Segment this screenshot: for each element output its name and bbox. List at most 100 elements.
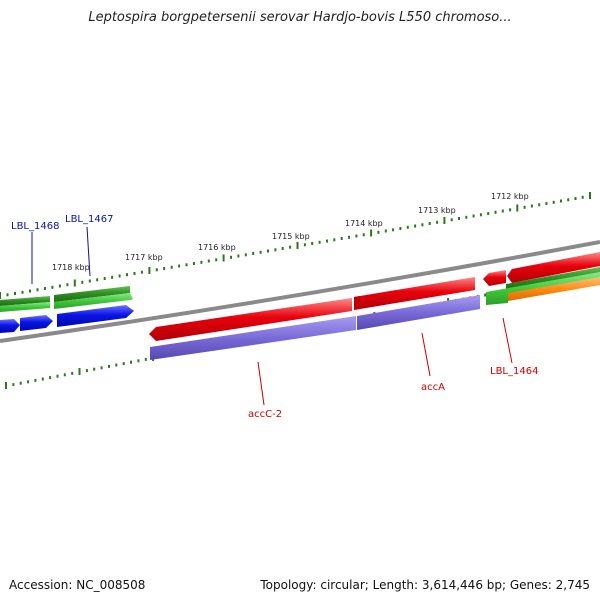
lower-tick-8 — [63, 373, 66, 377]
gene-red-right[interactable] — [507, 252, 600, 283]
lower-tick-2 — [19, 381, 22, 385]
upper-tick-4 — [29, 289, 31, 293]
leader-lbl-1464 — [502, 317, 513, 364]
lower-tick-0 — [5, 382, 7, 389]
upper-tick-30 — [222, 254, 225, 262]
gene-purple-acca[interactable] — [357, 295, 480, 330]
tick-label-1717: 1717 kbp — [125, 253, 163, 262]
upper-tick-73 — [538, 203, 541, 207]
gene-lbl-1467[interactable] — [54, 286, 133, 309]
lower-tick-4 — [34, 378, 37, 382]
upper-tick-7 — [51, 285, 54, 289]
label-lbl-1467[interactable]: LBL_1467 — [65, 214, 113, 225]
lower-tick-18 — [137, 359, 140, 363]
chromosome-backbone — [0, 240, 600, 343]
upper-tick-27 — [200, 260, 203, 264]
upper-tick-39 — [289, 245, 292, 249]
upper-tick-42 — [311, 242, 314, 245]
upper-tick-31 — [230, 255, 232, 259]
upper-tick-78 — [574, 197, 577, 200]
leader-acca — [421, 332, 431, 377]
upper-tick-13 — [96, 278, 99, 282]
gene-blue-3[interactable] — [57, 305, 134, 327]
gene-red-small[interactable] — [483, 270, 506, 286]
gene-blue-2[interactable] — [20, 315, 53, 331]
upper-tick-55 — [406, 225, 409, 229]
topology-text: Topology: circular; Length: 3,614,446 bp… — [260, 578, 590, 592]
upper-tick-25 — [185, 263, 188, 267]
gene-accc-2[interactable] — [149, 298, 352, 341]
upper-tick-9 — [66, 283, 69, 287]
upper-tick-66 — [487, 212, 490, 215]
lower-tick-16 — [122, 362, 125, 366]
lower-tick-12 — [93, 367, 96, 371]
upper-tick-18 — [133, 272, 136, 275]
gene-purple-accc[interactable] — [150, 316, 356, 360]
upper-tick-52 — [384, 229, 387, 233]
upper-tick-38 — [281, 247, 284, 250]
upper-tick-8 — [58, 284, 61, 288]
lower-tick-15 — [115, 363, 118, 367]
upper-tick-16 — [118, 274, 121, 278]
upper-tick-14 — [103, 277, 106, 280]
leader-lbl-1467 — [86, 226, 91, 277]
upper-tick-58 — [428, 222, 431, 225]
upper-tick-79 — [581, 195, 584, 199]
upper-tick-19 — [140, 270, 143, 274]
upper-tick-32 — [237, 254, 240, 258]
upper-tick-21 — [155, 268, 158, 272]
lower-tick-65 — [484, 293, 487, 297]
lower-tick-5 — [41, 377, 44, 381]
gene-blue-1[interactable] — [0, 319, 20, 333]
upper-tick-47 — [348, 235, 350, 239]
upper-tick-43 — [318, 240, 321, 244]
upper-tick-10 — [73, 279, 76, 287]
label-accc-2[interactable]: accC-2 — [248, 409, 282, 420]
upper-tick-22 — [163, 267, 166, 270]
upper-tick-track — [0, 192, 591, 299]
label-lbl-1468[interactable]: LBL_1468 — [11, 221, 59, 232]
upper-tick-36 — [267, 249, 269, 253]
upper-tick-44 — [326, 239, 328, 243]
upper-tick-17 — [126, 273, 128, 277]
gene-orange-right[interactable] — [508, 277, 600, 301]
upper-tick-53 — [392, 228, 395, 232]
upper-tick-56 — [414, 224, 417, 228]
upper-tick-2 — [14, 292, 16, 295]
lower-tick-7 — [56, 374, 59, 378]
lower-tick-10 — [78, 368, 81, 375]
upper-tick-49 — [362, 233, 365, 237]
upper-tick-5 — [36, 288, 39, 292]
upper-tick-35 — [259, 250, 262, 254]
upper-tick-28 — [207, 259, 210, 263]
upper-tick-69 — [509, 208, 512, 212]
upper-tick-50 — [370, 229, 373, 237]
label-acca[interactable]: accA — [421, 382, 445, 393]
lower-tick-9 — [71, 371, 74, 375]
upper-tick-64 — [472, 214, 475, 218]
upper-tick-41 — [303, 243, 306, 247]
upper-tick-40 — [296, 242, 299, 249]
upper-tick-20 — [148, 267, 151, 274]
label-lbl-1464[interactable]: LBL_1464 — [490, 366, 538, 377]
upper-tick-23 — [170, 265, 173, 269]
upper-tick-80 — [589, 192, 591, 199]
lower-tick-17 — [130, 360, 132, 364]
tick-label-1714: 1714 kbp — [345, 219, 383, 228]
lower-tick-3 — [27, 380, 30, 384]
gene-acca[interactable] — [354, 277, 475, 310]
upper-tick-48 — [355, 234, 358, 238]
tick-label-1712: 1712 kbp — [491, 192, 529, 201]
lower-tick-1 — [12, 383, 15, 387]
upper-tick-60 — [443, 217, 446, 224]
gene-lbl-1468[interactable] — [0, 296, 50, 312]
lower-tick-6 — [49, 376, 52, 380]
leader-accc-2 — [257, 361, 265, 406]
upper-tick-1 — [6, 293, 9, 297]
tick-label-1713: 1713 kbp — [418, 206, 456, 215]
upper-tick-68 — [501, 209, 504, 213]
upper-tick-70 — [516, 204, 519, 212]
upper-tick-26 — [192, 262, 195, 265]
upper-tick-34 — [252, 252, 255, 255]
upper-tick-46 — [340, 237, 343, 240]
